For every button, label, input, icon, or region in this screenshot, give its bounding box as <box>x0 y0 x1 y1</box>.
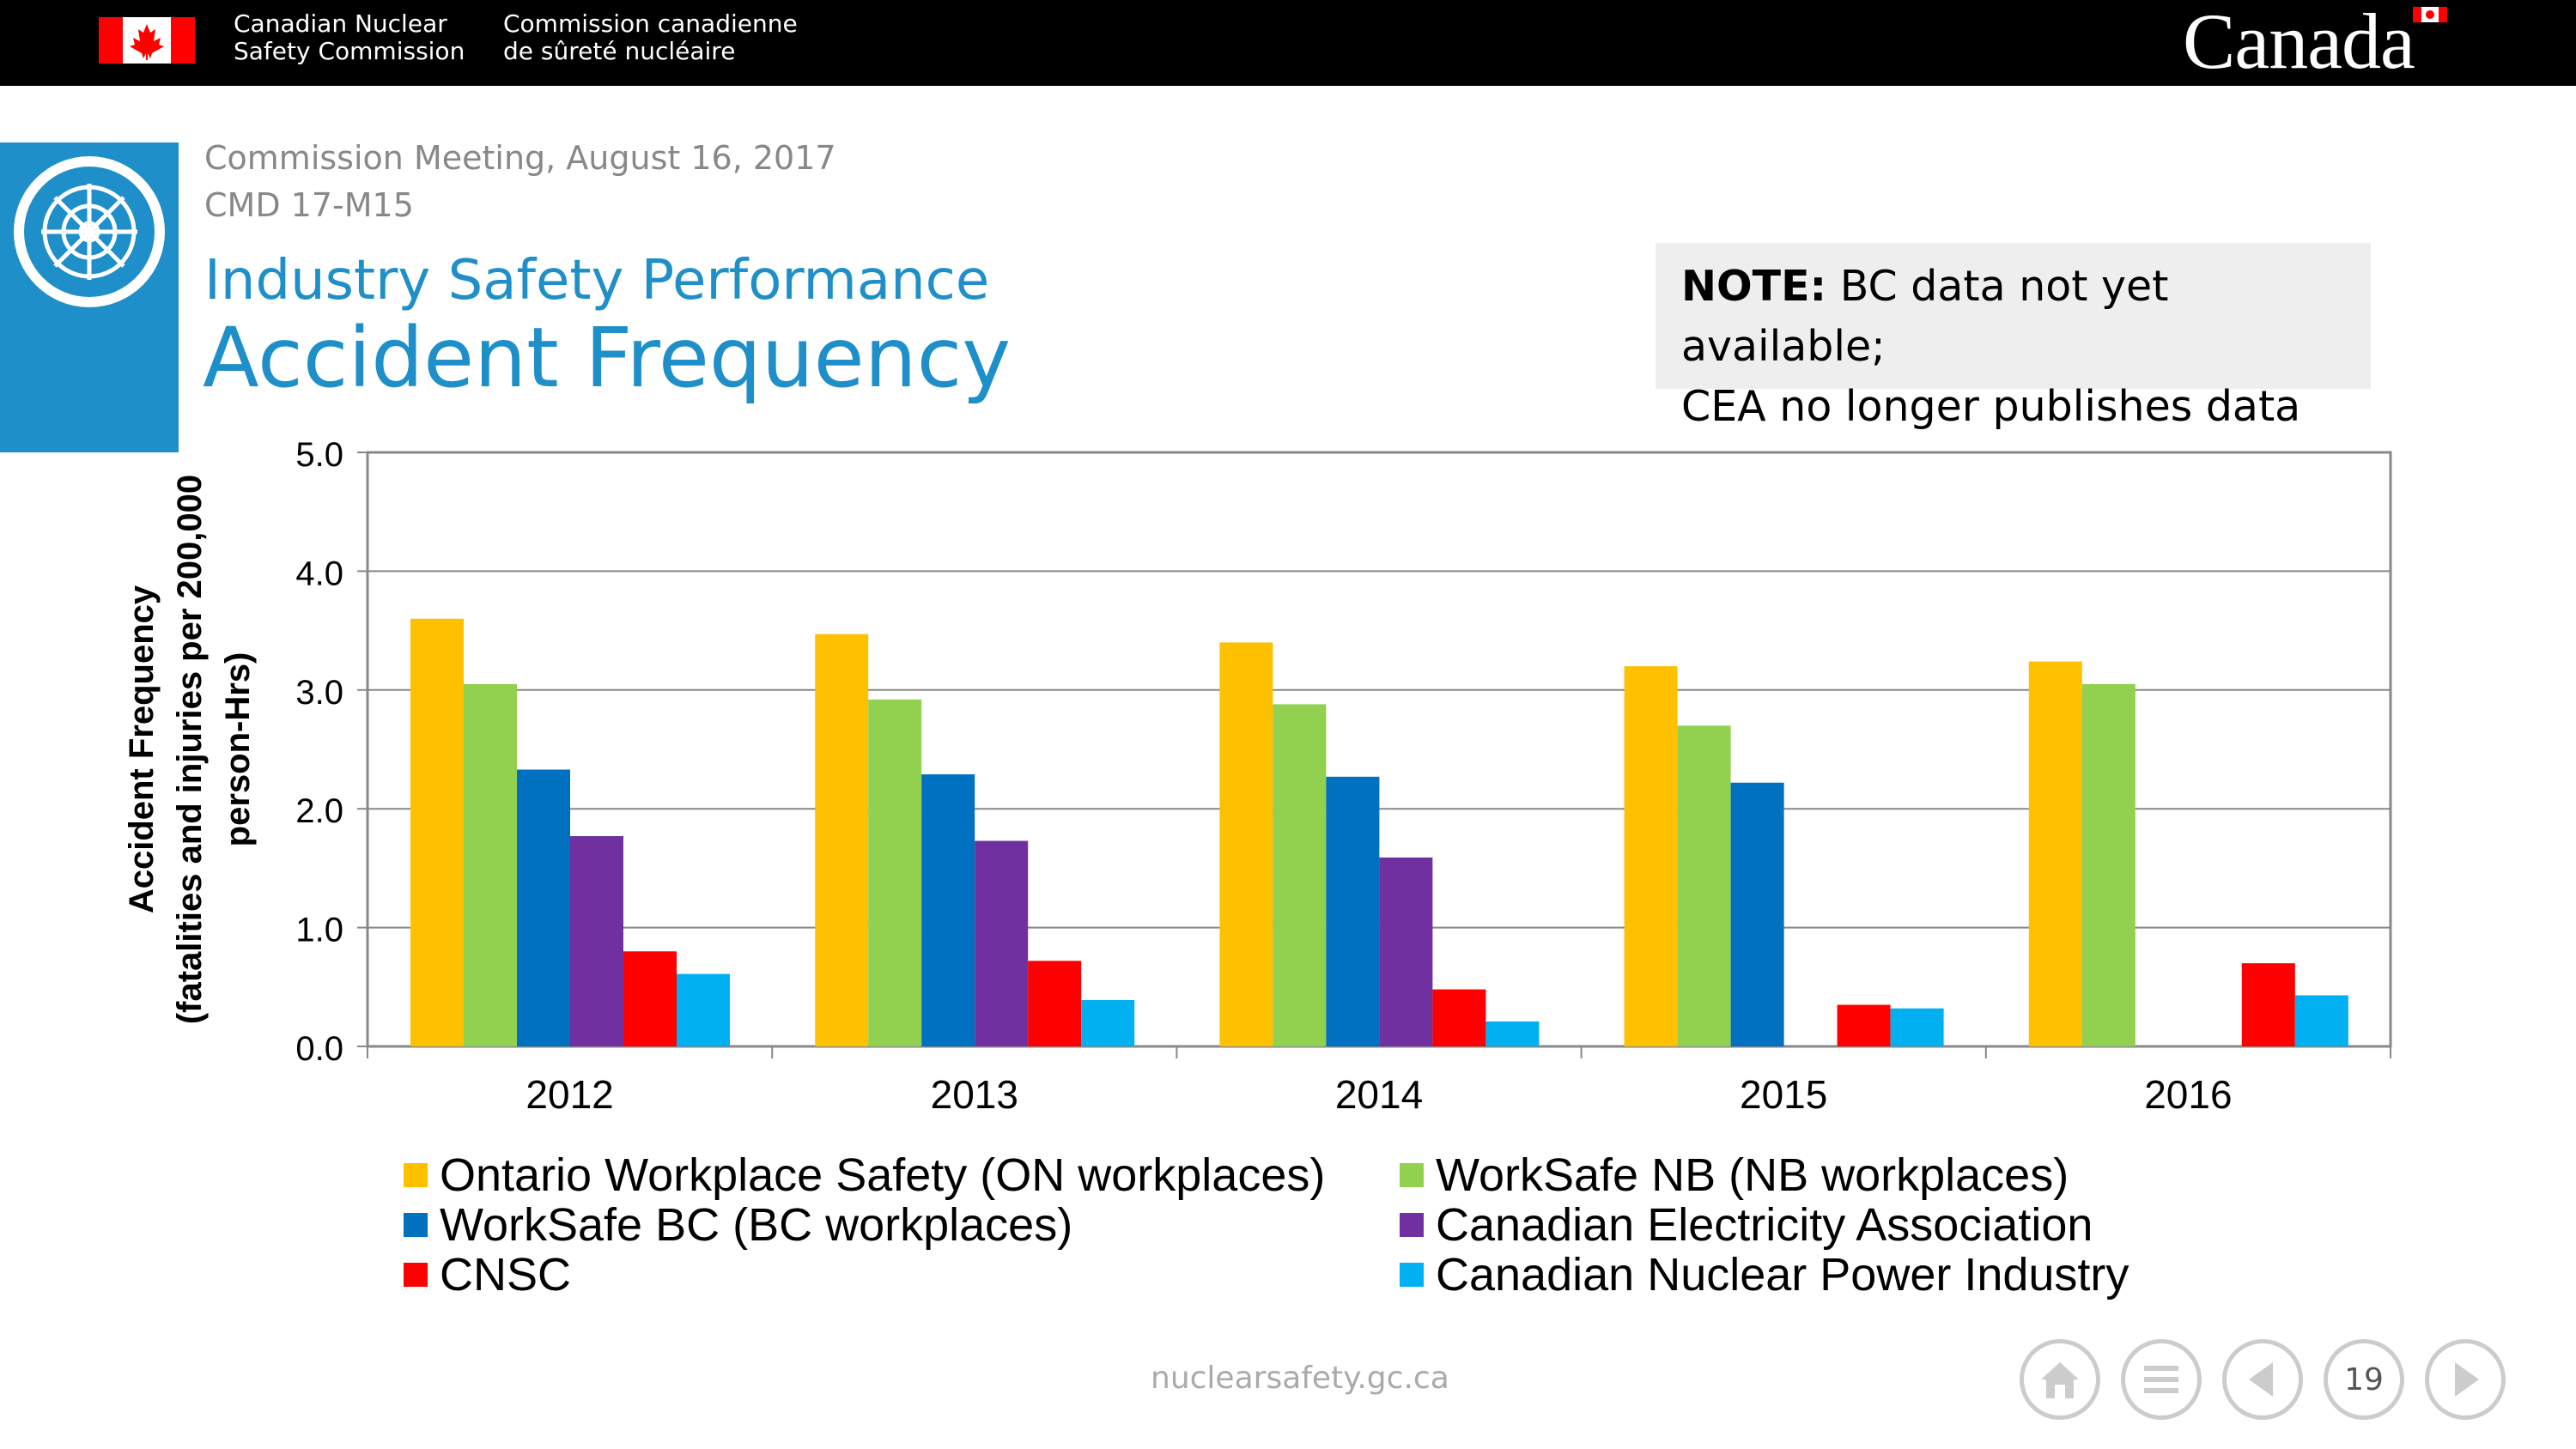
department-name-english-line2: Safety Commission <box>234 37 465 65</box>
x-tick-label: 2014 <box>1335 1072 1423 1117</box>
legend-swatch <box>404 1263 428 1287</box>
department-name-english-line1: Canadian Nuclear <box>234 9 447 38</box>
legend-item: CNSC <box>404 1249 572 1300</box>
menu-button[interactable] <box>2121 1339 2202 1420</box>
bar-2015-0 <box>1624 666 1678 1046</box>
bar-2015-2 <box>1730 782 1784 1046</box>
government-header-bar: Canadian Nuclear Safety Commission Commi… <box>0 0 2576 86</box>
page-number-indicator: 19 <box>2324 1339 2404 1420</box>
y-axis-label-line: (fatalities and injuries per 200,000 <box>171 475 209 1024</box>
meeting-date: Commission Meeting, August 16, 2017 <box>204 139 836 177</box>
bar-2013-4 <box>1028 961 1082 1046</box>
x-tick-label: 2015 <box>1740 1072 1827 1117</box>
bar-2015-5 <box>1890 1008 1944 1046</box>
legend-label: WorkSafe BC (BC workplaces) <box>440 1199 1073 1251</box>
bar-2014-1 <box>1273 704 1327 1046</box>
y-tick-label: 2.0 <box>295 792 343 830</box>
bar-2016-5 <box>2294 995 2348 1046</box>
department-name-french: Commission canadienne de sûreté nucléair… <box>503 10 798 65</box>
legend-label: Canadian Nuclear Power Industry <box>1436 1249 2129 1300</box>
bar-2016-1 <box>2081 683 2136 1046</box>
legend-label: Canadian Electricity Association <box>1436 1199 2093 1251</box>
bar-2014-0 <box>1219 642 1273 1046</box>
legend-item: Canadian Electricity Association <box>1400 1199 2093 1251</box>
y-tick-label: 1.0 <box>295 912 343 949</box>
bar-2014-5 <box>1485 1021 1540 1046</box>
bar-2014-4 <box>1432 989 1486 1046</box>
legend-item: WorkSafe BC (BC workplaces) <box>404 1199 1073 1251</box>
home-button[interactable] <box>2020 1339 2100 1420</box>
chart-legend: Ontario Workplace Safety (ON workplaces)… <box>404 1149 2207 1313</box>
canada-wordmark: Canada <box>2183 0 2415 85</box>
cmd-number: CMD 17-M15 <box>204 186 414 224</box>
legend-swatch <box>1400 1213 1424 1237</box>
canada-flag-icon <box>99 17 195 64</box>
bar-2012-5 <box>677 973 730 1046</box>
y-axis-label: Accident Frequency (fatalities and injuri… <box>123 475 257 1024</box>
note-label: NOTE: <box>1681 262 1827 311</box>
legend-item: Canadian Nuclear Power Industry <box>1400 1249 2129 1300</box>
cnsc-emblem-icon <box>14 156 165 307</box>
legend-label: CNSC <box>440 1249 572 1300</box>
bar-2013-3 <box>975 840 1029 1046</box>
y-tick-label: 0.0 <box>295 1030 343 1068</box>
previous-button[interactable] <box>2222 1339 2303 1420</box>
bar-2013-0 <box>815 634 869 1046</box>
y-tick-label: 4.0 <box>295 555 343 592</box>
accident-frequency-chart: 0.0 1.0 2.0 3.0 4.0 5.0 2012 2013 2014 2015 2016 Ac… <box>123 436 2392 1117</box>
bar-2012-1 <box>464 683 517 1046</box>
bar-2012-0 <box>410 618 464 1046</box>
note-line2: CEA no longer publishes data <box>1681 382 2301 431</box>
menu-icon <box>2144 1366 2178 1393</box>
note-box: NOTE: BC data not yet available; CEA no … <box>1656 243 2371 431</box>
next-icon <box>2455 1362 2479 1397</box>
legend-item: Ontario Workplace Safety (ON workplaces) <box>404 1149 1326 1201</box>
home-icon <box>2041 1362 2079 1398</box>
bar-2015-1 <box>1677 725 1731 1046</box>
bar-2016-4 <box>2241 963 2295 1046</box>
bar-2015-4 <box>1837 1004 1891 1046</box>
bar-2012-3 <box>570 836 623 1046</box>
bar-2014-2 <box>1326 776 1380 1046</box>
department-name-french-line1: Commission canadienne <box>503 9 798 38</box>
page-number: 19 <box>2344 1361 2384 1397</box>
bar-2012-4 <box>623 951 677 1046</box>
bar-2013-1 <box>868 699 922 1046</box>
y-axis-label-line: person-Hrs) <box>219 652 257 847</box>
cnsc-emblem-block <box>0 142 179 452</box>
slide-title: Accident Frequency <box>203 310 1012 406</box>
snowflake-emblem-icon <box>41 184 137 280</box>
department-name-french-line2: de sûreté nucléaire <box>503 37 736 65</box>
y-tick-label: 5.0 <box>295 436 343 474</box>
bar-2013-2 <box>921 774 975 1046</box>
legend-swatch <box>404 1213 428 1237</box>
legend-swatch <box>404 1163 428 1187</box>
next-button[interactable] <box>2425 1339 2506 1420</box>
legend-swatch <box>1400 1163 1424 1187</box>
x-tick-label: 2016 <box>2144 1072 2232 1117</box>
legend-item: WorkSafe NB (NB workplaces) <box>1400 1149 2069 1201</box>
footer-url[interactable]: nuclearsafety.gc.ca <box>1151 1361 1449 1396</box>
y-tick-label: 3.0 <box>295 674 343 712</box>
bar-2012-2 <box>517 769 570 1046</box>
y-axis-label-line: Accident Frequency <box>123 585 161 913</box>
note-line1: BC data not yet available; <box>1681 262 2169 371</box>
department-name-english: Canadian Nuclear Safety Commission <box>234 10 465 65</box>
bar-2014-3 <box>1379 857 1433 1046</box>
x-tick-label: 2013 <box>931 1072 1018 1117</box>
legend-label: WorkSafe NB (NB workplaces) <box>1436 1149 2069 1201</box>
legend-label: Ontario Workplace Safety (ON workplaces) <box>440 1149 1326 1201</box>
bar-2013-5 <box>1081 1000 1135 1046</box>
wordmark-flag-icon <box>2413 7 2447 22</box>
previous-icon <box>2249 1362 2273 1397</box>
bar-2016-0 <box>2028 661 2082 1046</box>
slide-subtitle: Industry Safety Performance <box>204 249 990 312</box>
legend-swatch <box>1400 1263 1424 1287</box>
x-tick-label: 2012 <box>526 1072 613 1117</box>
